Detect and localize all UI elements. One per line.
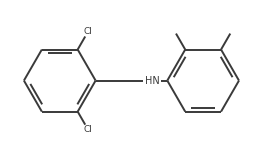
Text: Cl: Cl [84,27,93,36]
Text: HN: HN [144,76,159,86]
Text: Cl: Cl [84,125,93,134]
